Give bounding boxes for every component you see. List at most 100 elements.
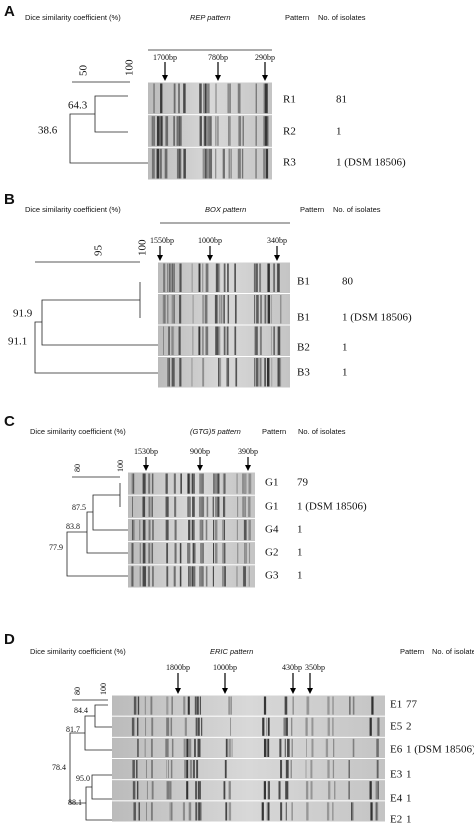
node-label: 95.0 [76, 774, 90, 783]
branch [94, 704, 112, 728]
band [267, 295, 271, 324]
band [187, 543, 191, 564]
band [206, 83, 209, 114]
band [215, 116, 217, 146]
band [172, 295, 174, 324]
band [183, 148, 186, 179]
pattern: R3 [283, 157, 296, 169]
band [255, 116, 257, 146]
band [186, 781, 189, 800]
band [136, 781, 139, 800]
isolates: 1 [342, 367, 348, 379]
lane [112, 737, 385, 758]
band [214, 295, 218, 324]
band [237, 496, 239, 517]
band [214, 496, 218, 517]
band [227, 358, 230, 387]
band [143, 566, 146, 587]
band [179, 358, 182, 387]
band [201, 496, 205, 517]
pattern: B3 [297, 367, 310, 379]
band [213, 473, 215, 494]
band [145, 802, 147, 821]
band [222, 148, 225, 179]
scale-tick: 100 [116, 460, 125, 472]
band [253, 295, 256, 324]
band [184, 760, 187, 779]
band [200, 802, 202, 821]
branch [69, 732, 86, 804]
band [228, 738, 231, 757]
band [133, 802, 136, 821]
band [170, 717, 173, 736]
band [371, 696, 374, 715]
arrow-head [245, 465, 251, 471]
band [186, 760, 189, 779]
band [171, 263, 173, 292]
band [306, 696, 308, 715]
band [151, 116, 154, 146]
band [174, 543, 177, 564]
band [265, 148, 269, 179]
band [213, 543, 215, 564]
scale-tick: 50 [78, 65, 90, 77]
band [192, 326, 194, 355]
band [225, 738, 228, 757]
branch [85, 786, 112, 821]
marker: 1530bp [134, 447, 158, 456]
band [267, 717, 270, 736]
band [218, 326, 221, 355]
band [217, 116, 219, 146]
band [231, 738, 233, 757]
band [199, 519, 203, 541]
band [178, 148, 180, 179]
gel [128, 472, 255, 588]
band [205, 519, 208, 541]
band [137, 696, 140, 715]
band [131, 473, 135, 494]
isolates: 1 [406, 793, 412, 805]
band [352, 696, 355, 715]
arrow-head [262, 75, 268, 81]
isolates: 1 (DSM 18506) [406, 744, 474, 756]
band [267, 263, 270, 292]
band [156, 116, 160, 146]
arrow-head [222, 688, 228, 694]
band [192, 496, 194, 517]
band [174, 519, 177, 541]
panel-c: C Dice similarity coefficient (%) (GTG)5… [4, 413, 367, 588]
band [168, 358, 170, 387]
band [285, 781, 289, 800]
lane [112, 801, 385, 822]
band [198, 496, 202, 517]
band [376, 802, 379, 821]
band [179, 543, 182, 564]
band [285, 781, 287, 800]
band [188, 802, 192, 821]
band [377, 781, 379, 800]
band [215, 543, 218, 564]
band [202, 326, 204, 355]
band [263, 116, 265, 146]
panel-letter: C [4, 413, 15, 430]
lane [128, 542, 255, 565]
lane [112, 716, 385, 737]
band [173, 473, 176, 494]
band [266, 802, 268, 821]
band [213, 519, 215, 541]
band [145, 717, 147, 736]
band [142, 519, 146, 541]
band [165, 496, 168, 517]
band [306, 781, 308, 800]
node-label: 81.7 [66, 725, 80, 734]
node-label: 83.8 [66, 522, 80, 531]
pattern-header: Pattern [300, 205, 324, 214]
band [306, 802, 309, 821]
lane [128, 565, 255, 588]
band [327, 717, 330, 736]
band [139, 543, 141, 564]
band [183, 738, 186, 757]
band [199, 566, 202, 587]
band [188, 519, 191, 541]
